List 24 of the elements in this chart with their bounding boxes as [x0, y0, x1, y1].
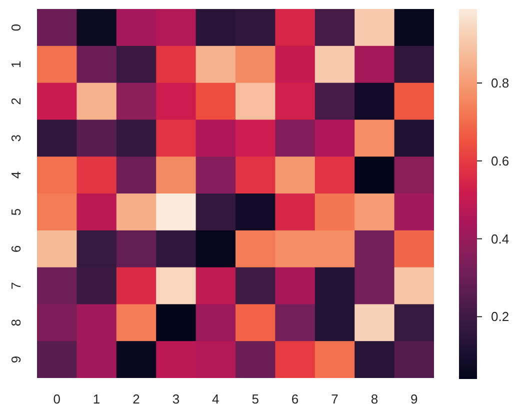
y-tick-label: 5 [8, 208, 24, 216]
x-tick-label: 3 [172, 392, 180, 406]
y-tick-label: 9 [8, 356, 24, 364]
x-tick-label: 4 [212, 392, 220, 406]
x-tick-label: 2 [132, 392, 140, 406]
y-tick-label: 6 [8, 245, 24, 252]
color-bar-label: 0.8 [491, 76, 510, 90]
color-bar-label: 0.6 [491, 153, 510, 168]
x-tick-label: 9 [410, 392, 418, 406]
y-tick-label: 3 [8, 134, 24, 142]
y-tick-label: 7 [8, 282, 24, 290]
x-tick-label: 6 [291, 392, 299, 406]
y-tick-label: 0 [8, 24, 24, 32]
x-tick-label: 5 [252, 392, 259, 406]
color-bar-label: 0.4 [491, 231, 510, 246]
x-tick-label: 0 [53, 392, 60, 406]
y-tick-label: 4 [8, 171, 24, 179]
y-tick-label: 8 [8, 319, 24, 326]
x-tick-label: 8 [370, 392, 378, 406]
x-tick-label: 1 [92, 392, 100, 406]
x-tick-label: 7 [331, 392, 338, 406]
y-tick-label: 1 [8, 60, 24, 68]
color-bar-label: 0.2 [491, 309, 510, 324]
y-tick-label: 2 [8, 98, 24, 105]
